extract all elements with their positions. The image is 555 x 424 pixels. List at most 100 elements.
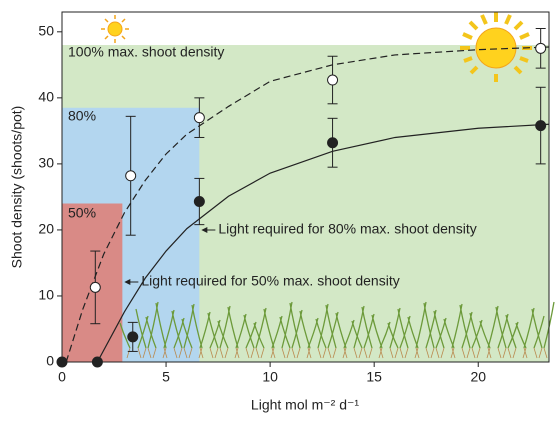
data-point (327, 137, 339, 149)
grass-root (162, 347, 167, 359)
grass-root (281, 347, 286, 359)
grass-blade (119, 322, 131, 349)
grass-root (543, 347, 548, 359)
grass-root (219, 347, 224, 359)
grass-root (147, 347, 152, 359)
grass-root (450, 347, 455, 359)
grass-root (322, 347, 327, 359)
data-point (327, 74, 339, 86)
grass-root (435, 347, 440, 359)
grass-blade (255, 307, 267, 349)
grass-root (224, 347, 229, 359)
grass-root (533, 347, 538, 359)
grass-blade (459, 304, 471, 349)
grass-blade (397, 308, 409, 349)
grass-blade (253, 322, 265, 349)
grass-blade (371, 314, 383, 349)
grass-root (234, 347, 239, 359)
grass-root (497, 347, 502, 359)
grass-blade (515, 322, 527, 349)
grass-blade (181, 318, 193, 349)
y-tick-label: 40 (38, 89, 54, 105)
grass-blade (387, 322, 399, 349)
region-label: 80% (68, 108, 96, 124)
threshold-region (62, 203, 123, 362)
large-sun (460, 12, 532, 82)
grass-blade (263, 308, 275, 349)
fit-curve (96, 123, 550, 363)
grass-root (209, 347, 214, 359)
grass-blade (291, 309, 303, 349)
grass-root (271, 347, 276, 359)
data-point (535, 120, 547, 132)
grass-root (250, 347, 255, 359)
grass-blade (495, 306, 507, 349)
grass-blade (399, 315, 411, 349)
grass-blade (317, 303, 329, 349)
grass-blade (315, 318, 327, 349)
grass-root (389, 347, 394, 359)
grass-root (368, 347, 373, 359)
grass-blade (471, 319, 483, 349)
grass-root (507, 347, 512, 359)
grass-root (137, 347, 142, 359)
grass-blade (531, 308, 543, 349)
grass-root (291, 347, 296, 359)
grass-root (126, 347, 131, 359)
grass-root (306, 347, 311, 359)
grass-blade (155, 302, 167, 349)
x-tick-label: 20 (470, 369, 486, 385)
grass-blade (243, 314, 255, 349)
grass-root (152, 347, 157, 359)
grass-root (414, 347, 419, 359)
grass-root (353, 347, 358, 359)
grass-blade (351, 320, 363, 349)
y-tick-label: 10 (38, 287, 54, 303)
grass-root (487, 347, 492, 359)
grass-root (342, 347, 347, 359)
grass-blade (209, 319, 221, 349)
grass-root (198, 347, 203, 359)
grass-blade (137, 315, 149, 349)
grass-blade (435, 317, 447, 349)
grass-root (327, 347, 332, 359)
grass-illustration (119, 301, 555, 359)
grass-root (245, 347, 250, 359)
grass-root (502, 347, 507, 359)
grass-blade (479, 320, 491, 349)
grass-root (425, 347, 430, 359)
grass-root (451, 347, 456, 359)
x-tick-label: 15 (366, 369, 382, 385)
grass-blade (171, 310, 183, 349)
grass-blade (173, 317, 185, 349)
grass-blade (389, 307, 401, 349)
y-tick-label: 30 (38, 155, 54, 171)
grass-root (440, 347, 445, 359)
grass-root (538, 347, 543, 359)
small-sun (101, 15, 129, 43)
grass-blade (217, 320, 229, 349)
grass-blade (281, 301, 293, 349)
grass-root (317, 347, 322, 359)
grass-root (178, 347, 183, 359)
grass-root (394, 347, 399, 359)
grass-blade (443, 318, 455, 349)
annotation: Light required for 50% max. shoot densit… (141, 273, 399, 289)
grass-root (173, 347, 178, 359)
x-tick-label: 0 (58, 369, 66, 385)
region-label: 50% (68, 205, 96, 221)
grass-blade (407, 316, 419, 349)
grass-root (142, 347, 147, 359)
grass-blade (353, 305, 365, 349)
grass-root (404, 347, 409, 359)
grass-blade (363, 313, 375, 349)
y-tick-label: 50 (38, 23, 54, 39)
y-tick-label: 20 (38, 221, 54, 237)
grass-blade (507, 321, 519, 349)
grass-blade (135, 308, 147, 349)
region-label: 100% max. shoot density (68, 44, 224, 60)
grass-root (214, 347, 219, 359)
y-tick-label: 0 (46, 353, 54, 369)
grass-root (512, 347, 517, 359)
